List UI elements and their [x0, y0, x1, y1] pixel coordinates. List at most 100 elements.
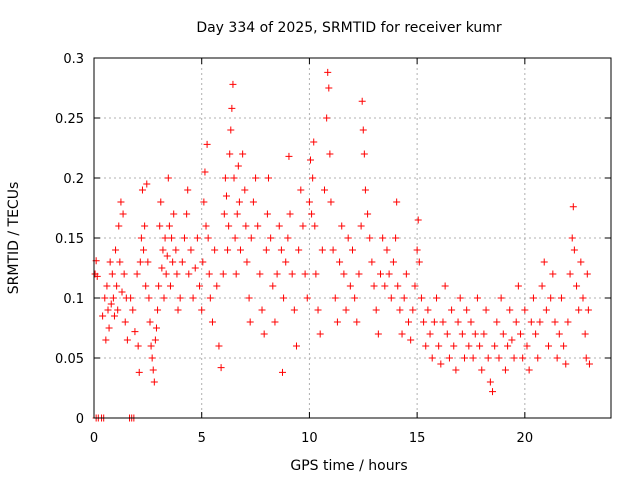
data-point	[361, 186, 369, 194]
data-point	[158, 264, 166, 272]
data-point	[529, 294, 537, 302]
data-point	[286, 210, 294, 218]
data-point	[415, 258, 423, 266]
data-point	[229, 80, 237, 88]
data-point	[208, 318, 216, 326]
data-point	[527, 318, 535, 326]
data-point	[405, 318, 413, 326]
data-point	[445, 354, 453, 362]
data-point	[170, 210, 178, 218]
data-point	[217, 364, 225, 372]
data-point	[372, 306, 380, 314]
data-point	[359, 126, 367, 134]
data-point	[377, 270, 385, 278]
data-point	[228, 104, 236, 112]
data-point	[254, 222, 262, 230]
data-point	[469, 354, 477, 362]
data-point	[433, 294, 441, 302]
data-point	[454, 318, 462, 326]
data-point	[269, 282, 277, 290]
data-point	[324, 68, 332, 76]
data-point	[534, 354, 542, 362]
data-point	[198, 306, 206, 314]
data-point	[381, 282, 389, 290]
data-point	[185, 270, 193, 278]
data-point	[295, 246, 303, 254]
data-point	[309, 174, 317, 182]
data-point	[227, 126, 235, 134]
data-point	[136, 258, 144, 266]
data-point	[564, 318, 572, 326]
data-point	[146, 318, 154, 326]
data-point	[242, 222, 250, 230]
data-point	[256, 270, 264, 278]
data-point	[311, 222, 319, 230]
data-point	[149, 366, 157, 374]
data-point	[557, 294, 565, 302]
data-point	[178, 258, 186, 266]
data-point	[109, 294, 117, 302]
data-point	[107, 300, 115, 308]
data-point	[385, 270, 393, 278]
x-tick-label: 5	[198, 431, 206, 446]
data-point	[392, 234, 400, 242]
data-point	[351, 294, 359, 302]
data-point	[180, 234, 188, 242]
data-point	[398, 330, 406, 338]
data-point	[231, 234, 239, 242]
data-point	[471, 330, 479, 338]
data-point	[284, 234, 292, 242]
x-tick-label: 10	[301, 431, 318, 446]
data-point	[407, 336, 415, 344]
data-point	[333, 318, 341, 326]
x-tick-label: 0	[90, 431, 98, 446]
data-point	[584, 306, 592, 314]
data-point	[142, 282, 150, 290]
data-point	[303, 294, 311, 302]
data-point	[532, 330, 540, 338]
data-point	[508, 336, 516, 344]
data-point	[439, 318, 447, 326]
data-point	[239, 150, 247, 158]
data-point	[135, 368, 143, 376]
data-point	[101, 294, 109, 302]
data-point	[152, 324, 160, 332]
data-point	[225, 222, 233, 230]
data-point	[542, 306, 550, 314]
data-point	[134, 342, 142, 350]
data-point	[305, 198, 313, 206]
data-point	[117, 198, 125, 206]
y-axis-label: SRMTID / TECUs	[6, 182, 22, 295]
data-point	[202, 222, 210, 230]
data-point	[258, 306, 266, 314]
data-point	[290, 306, 298, 314]
data-point	[314, 306, 322, 314]
data-point	[159, 246, 167, 254]
data-point	[154, 306, 162, 314]
data-point	[553, 354, 561, 362]
data-point	[213, 282, 221, 290]
data-point	[137, 234, 145, 242]
data-point	[338, 222, 346, 230]
y-tick-label: 0.3	[63, 52, 84, 67]
data-point	[493, 318, 501, 326]
x-axis-label: GPS time / hours	[290, 458, 407, 474]
data-point	[123, 336, 131, 344]
data-point	[577, 258, 585, 266]
data-point	[473, 294, 481, 302]
data-point	[374, 330, 382, 338]
data-point	[113, 282, 121, 290]
data-point	[116, 258, 124, 266]
data-point	[461, 354, 469, 362]
data-point	[160, 294, 168, 302]
data-point	[204, 234, 212, 242]
data-point	[583, 270, 591, 278]
data-point	[486, 378, 494, 386]
data-point	[220, 210, 228, 218]
data-point	[456, 294, 464, 302]
data-point	[581, 330, 589, 338]
data-point	[411, 282, 419, 290]
data-point	[143, 180, 151, 188]
y-tick-label: 0	[76, 412, 84, 427]
x-tick-label: 15	[409, 431, 426, 446]
